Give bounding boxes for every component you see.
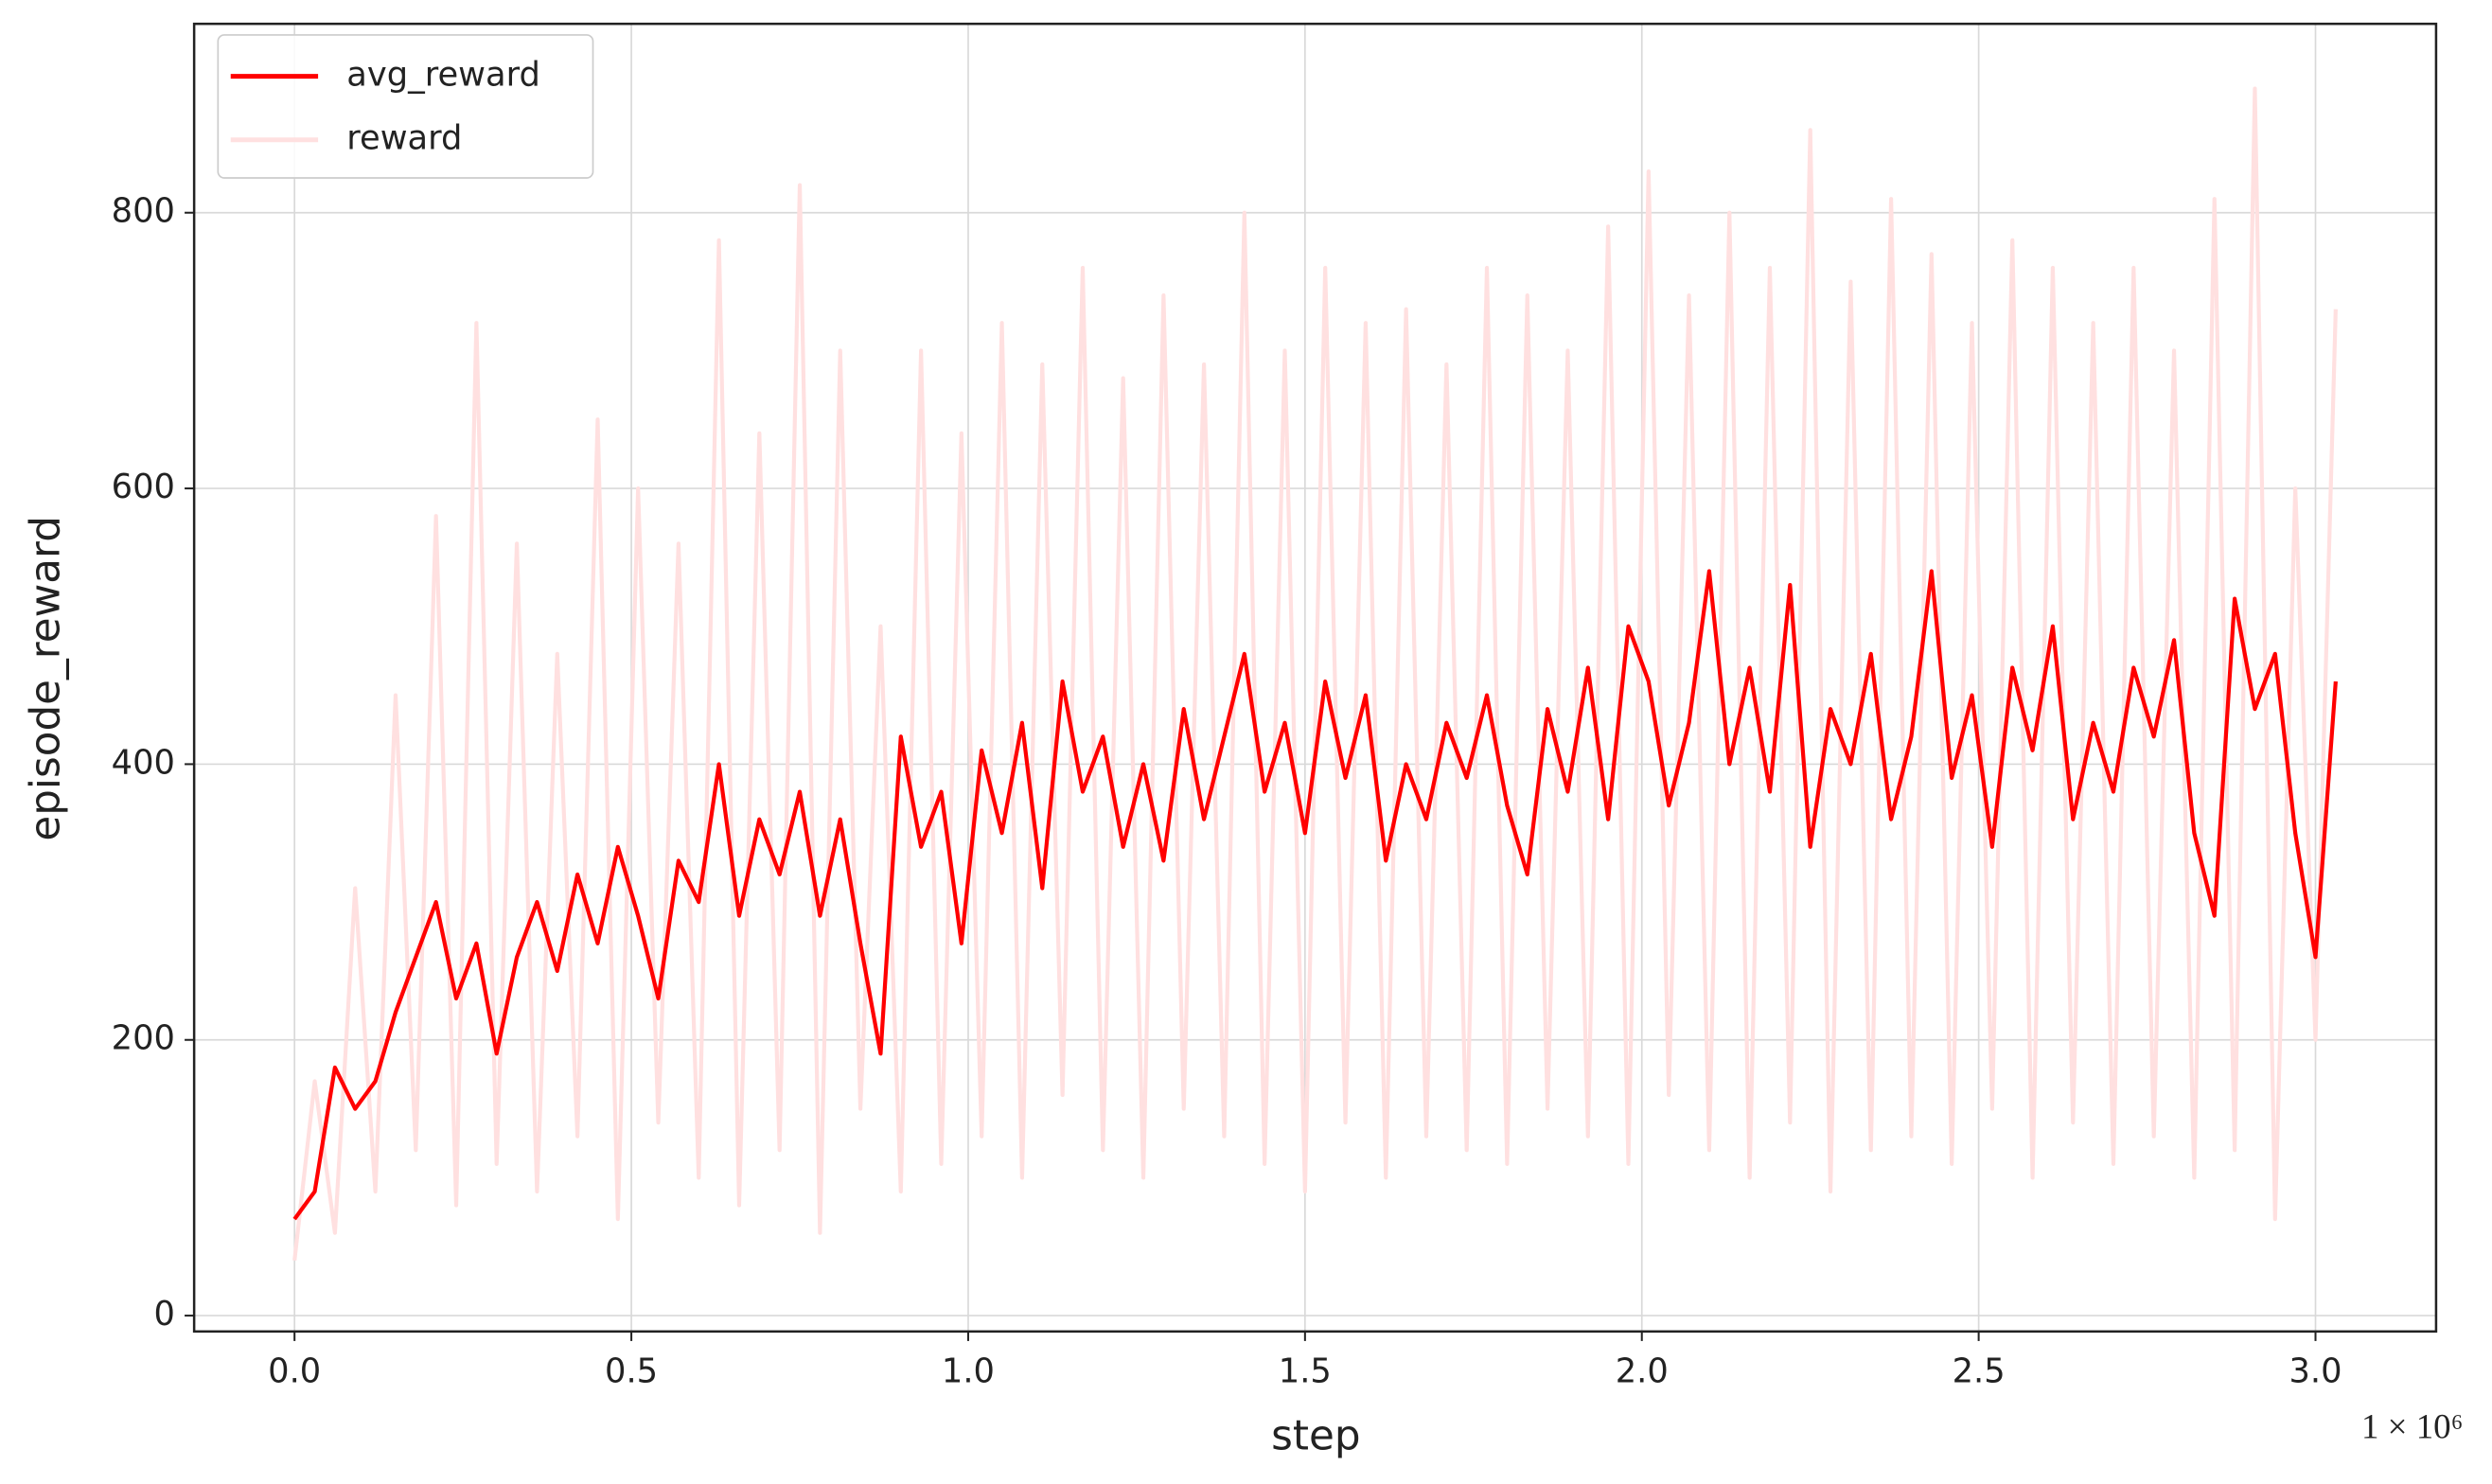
x-tick-label: 0.0	[268, 1352, 321, 1390]
series-line	[292, 569, 2338, 1221]
x-tick-label: 0.5	[605, 1352, 658, 1390]
y-tick-label: 0	[154, 1295, 175, 1334]
x-axis-label: step	[1271, 1411, 1360, 1459]
legend-label: reward	[346, 119, 462, 158]
x-tick-label: 2.5	[1953, 1352, 2006, 1390]
series-line	[292, 86, 2338, 1262]
x-tick-label: 3.0	[2289, 1352, 2342, 1390]
plot-area	[292, 86, 2338, 1262]
x-tick-label: 1.0	[942, 1352, 995, 1390]
y-tick-label: 400	[112, 743, 175, 782]
legend-label: avg_reward	[346, 56, 540, 95]
x-tick-label: 1.5	[1279, 1352, 1332, 1390]
axes-frame	[192, 22, 2438, 1334]
y-tick-label: 200	[112, 1019, 175, 1058]
y-tick-label: 800	[112, 192, 175, 231]
y-tick-label: 600	[112, 468, 175, 506]
x-tick-label: 2.0	[1616, 1352, 1669, 1390]
x-offset-label: 1 × 10⁶	[2361, 1406, 2464, 1445]
y-axis-label: episode_reward	[22, 516, 70, 841]
